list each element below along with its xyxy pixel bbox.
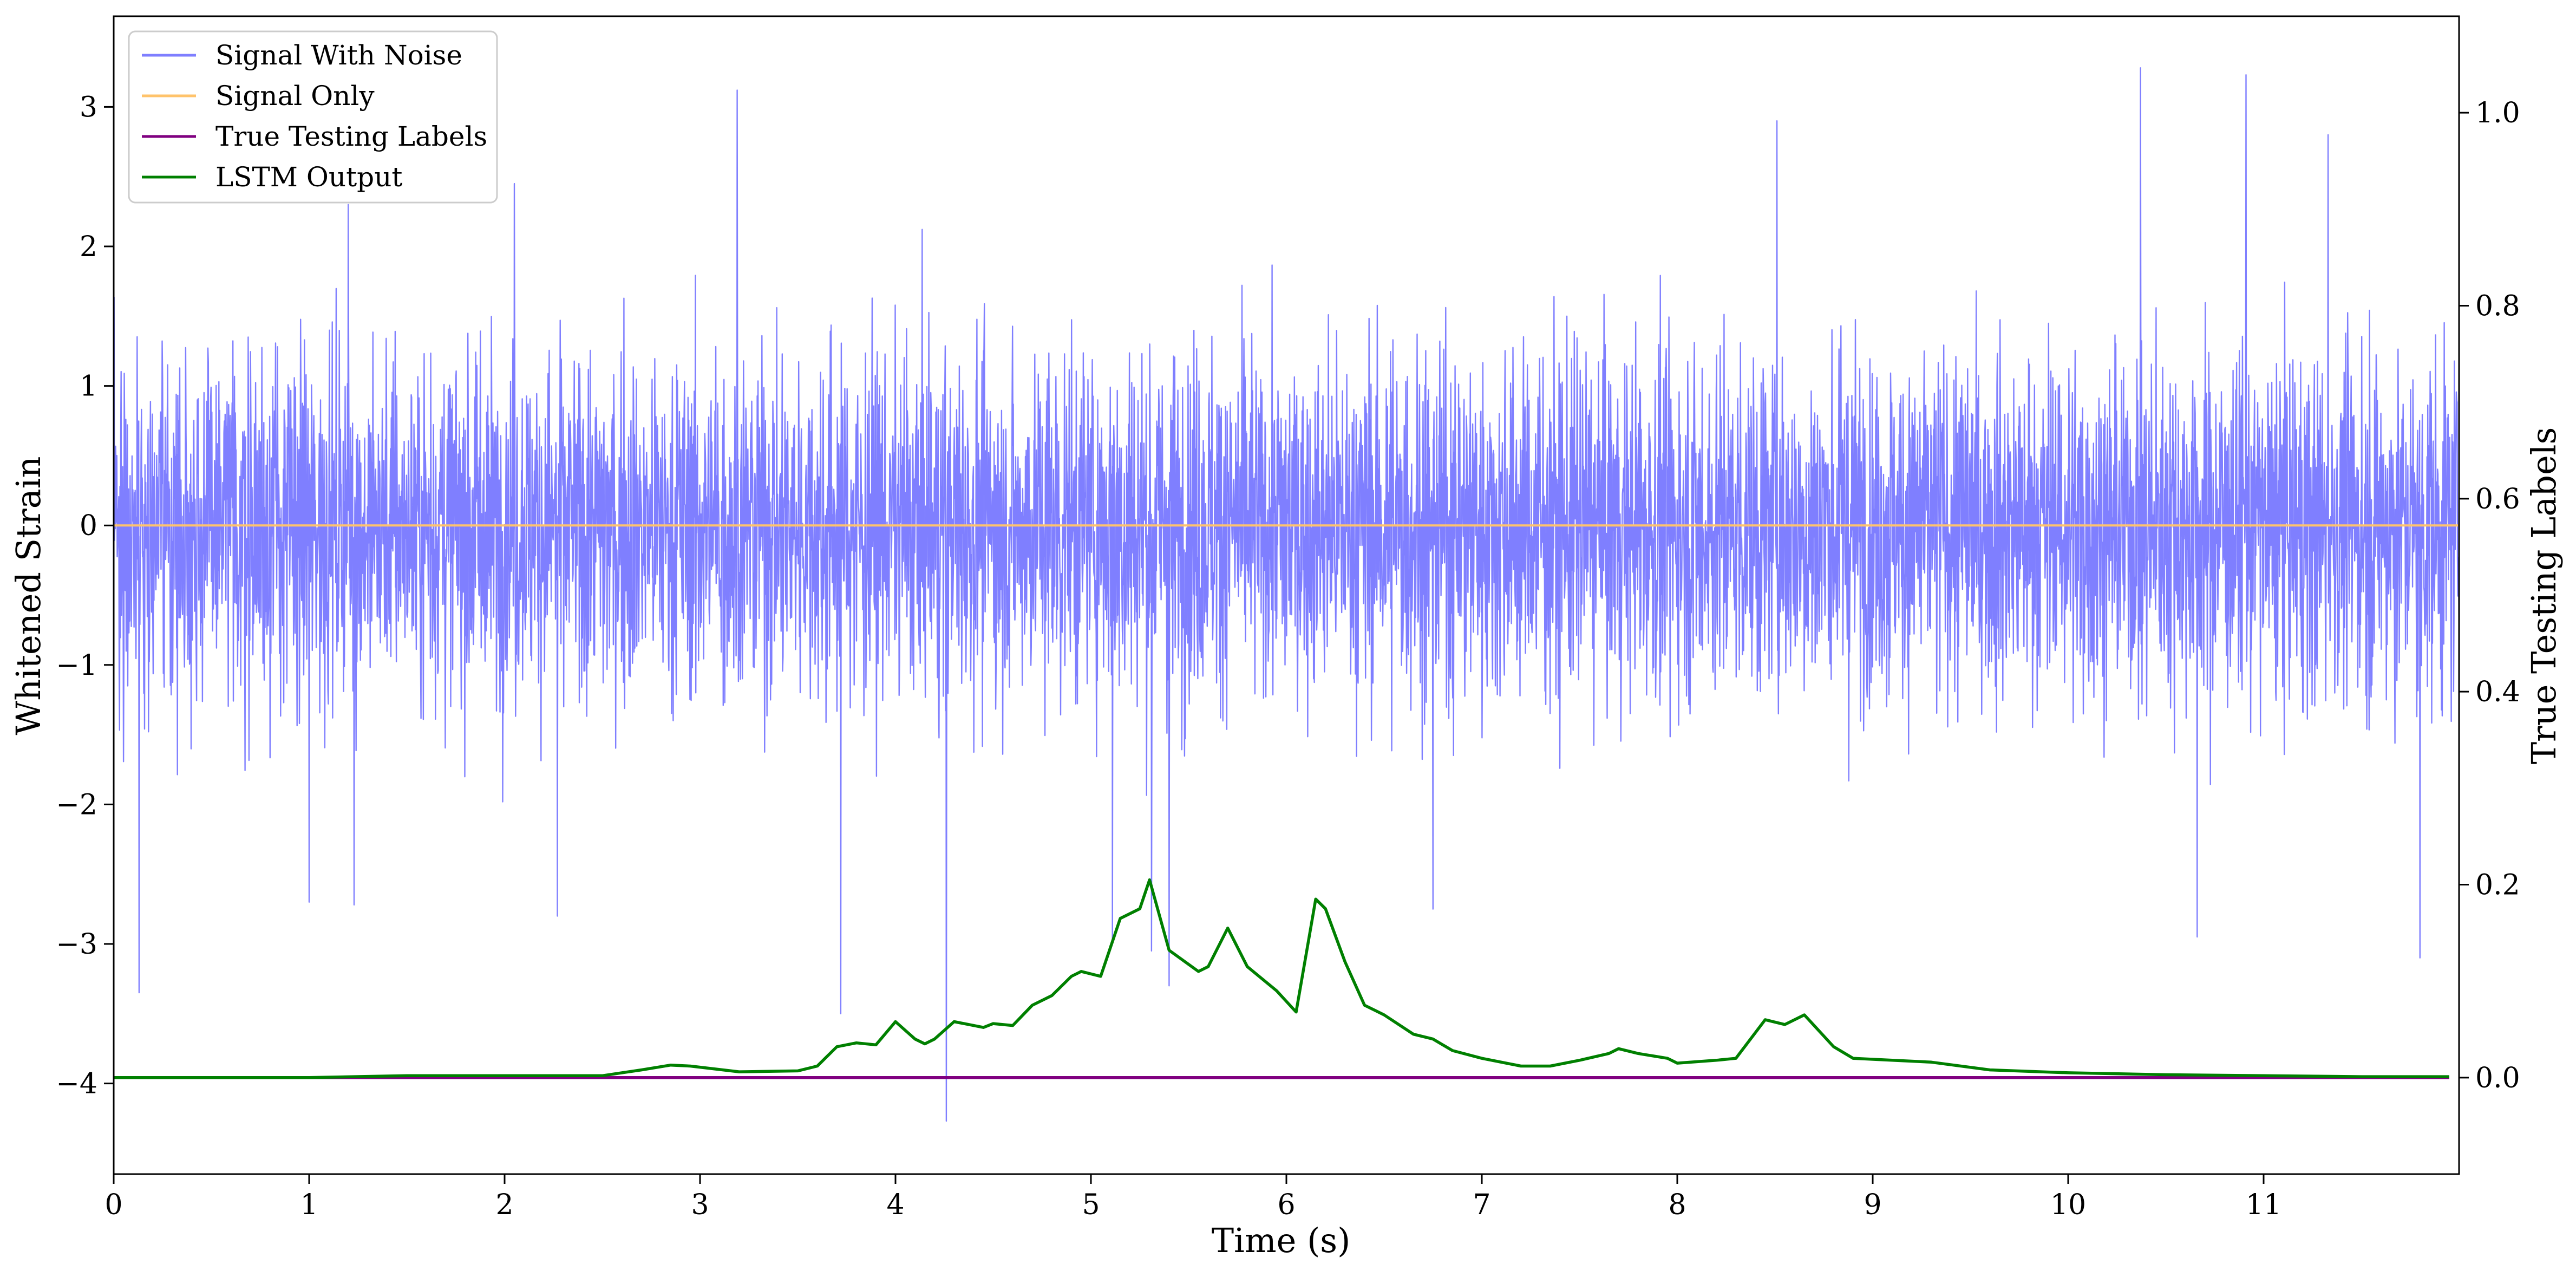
y-right-tick-label: 1.0 xyxy=(2475,97,2520,129)
legend-label-true-testing-labels: True Testing Labels xyxy=(215,121,487,152)
legend-label-lstm-output: LSTM Output xyxy=(215,161,402,193)
y-axis-left-label: Whitened Strain xyxy=(9,457,48,735)
y-left-tick-label: −2 xyxy=(56,789,97,821)
y-left-tick-label: 3 xyxy=(80,91,97,123)
x-axis-label: Time (s) xyxy=(1212,1221,1351,1260)
x-tick-label: 6 xyxy=(1277,1189,1295,1221)
y-right-tick-label: 0.2 xyxy=(2475,869,2520,902)
x-tick-label: 7 xyxy=(1473,1189,1490,1221)
x-tick-label: 4 xyxy=(886,1189,904,1221)
x-tick-label: 0 xyxy=(104,1189,122,1221)
y-left-tick-label: −4 xyxy=(56,1068,97,1100)
x-axis: 0 1 2 3 4 5 6 7 8 9 10 11 xyxy=(104,1174,2281,1221)
y-left-tick-label: 0 xyxy=(80,510,97,542)
x-tick-label: 10 xyxy=(2050,1189,2086,1221)
y-right-tick-label: 0.6 xyxy=(2475,483,2520,516)
legend-label-signal-only: Signal Only xyxy=(215,80,375,112)
x-tick-label: 3 xyxy=(691,1189,709,1221)
series-lstm-output-line xyxy=(114,878,2449,1079)
y-axis-right-label: True Testing Labels xyxy=(2524,427,2564,765)
x-tick-label: 1 xyxy=(300,1189,318,1221)
y-axis-left: 3 2 1 0 −1 −2 −3 −4 xyxy=(56,91,114,1100)
x-tick-label: 11 xyxy=(2246,1189,2281,1221)
series-signal-with-noise-line xyxy=(113,67,2460,1122)
y-right-tick-label: 0.4 xyxy=(2475,676,2520,708)
legend: Signal With Noise Signal Only True Testi… xyxy=(128,30,498,204)
y-right-tick-label: 0.0 xyxy=(2475,1062,2520,1094)
legend-label-signal-with-noise: Signal With Noise xyxy=(215,40,462,71)
y-left-tick-label: 1 xyxy=(80,370,97,403)
y-left-tick-label: −3 xyxy=(56,928,97,961)
series-layer xyxy=(113,67,2460,1122)
legend-box xyxy=(128,30,498,204)
y-axis-right: 1.0 0.8 0.6 0.4 0.2 0.0 xyxy=(2459,97,2520,1094)
x-tick-label: 9 xyxy=(1864,1189,1881,1221)
y-left-tick-label: −1 xyxy=(56,649,97,682)
y-right-tick-label: 0.8 xyxy=(2475,290,2520,323)
x-tick-label: 5 xyxy=(1082,1189,1100,1221)
y-left-tick-label: 2 xyxy=(80,231,97,263)
x-tick-label: 2 xyxy=(495,1189,513,1221)
x-tick-label: 8 xyxy=(1668,1189,1686,1221)
